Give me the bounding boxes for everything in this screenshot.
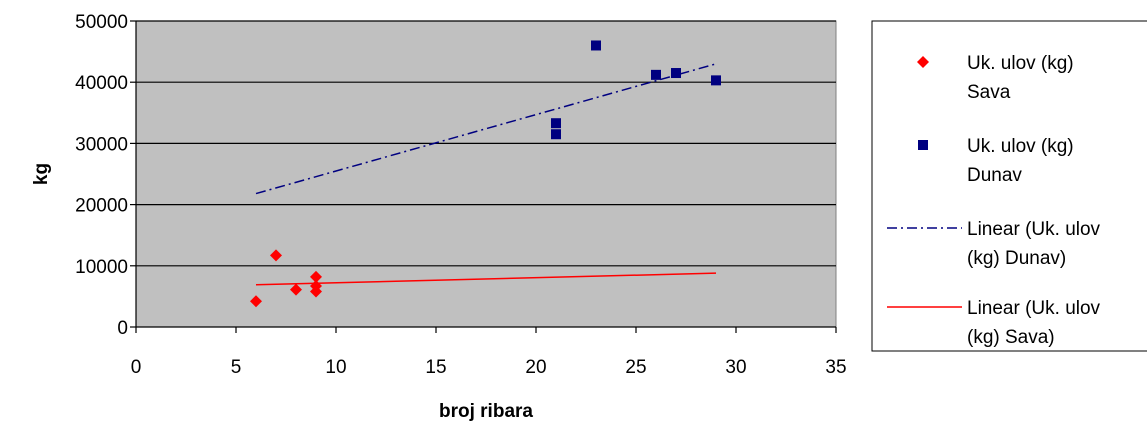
legend: Uk. ulov (kg) Sava Uk. ulov (kg) Dunav Linea… [871, 20, 1147, 352]
legend-box [871, 20, 1147, 352]
data-point [551, 129, 561, 140]
legend-label: Dunav [967, 165, 1022, 186]
legend-label: Uk. ulov (kg) [967, 53, 1074, 74]
x-tick-label: 0 [131, 357, 142, 378]
data-point [310, 270, 322, 283]
legend-label: Uk. ulov (kg) [967, 136, 1074, 157]
y-tick-label: 0 [117, 318, 128, 339]
legend-label: (kg) Dunav) [967, 248, 1066, 269]
x-tick-label: 5 [231, 357, 242, 378]
data-point [711, 75, 721, 86]
y-axis-title: kg [31, 163, 52, 185]
x-ticks: 0 5 10 15 20 25 30 35 [131, 327, 847, 378]
data-point [250, 295, 262, 308]
legend-label: Sava [967, 82, 1011, 103]
axes [135, 21, 836, 328]
y-tick-label: 10000 [75, 257, 128, 278]
x-tick-label: 20 [525, 357, 546, 378]
x-tick-label: 10 [325, 357, 346, 378]
data-point [651, 69, 661, 80]
data-point [310, 279, 322, 292]
legend-label: (kg) Sava) [967, 327, 1055, 348]
trendlines [255, 63, 717, 286]
x-axis-title: broj ribara [439, 401, 533, 422]
data-points [250, 40, 721, 308]
legend-items: Uk. ulov (kg) Sava Uk. ulov (kg) Dunav Linea… [887, 53, 1101, 348]
legend-symbol [917, 56, 929, 68]
x-tick-label: 35 [825, 357, 846, 378]
y-tick-label: 30000 [75, 134, 128, 155]
y-ticks: 0 10000 20000 30000 40000 50000 [75, 12, 136, 339]
y-tick-label: 20000 [75, 196, 128, 217]
legend-symbol [918, 140, 928, 150]
data-point [671, 68, 681, 79]
y-tick-label: 40000 [75, 73, 128, 94]
legend-label: Linear (Uk. ulov [967, 298, 1101, 319]
data-point [591, 40, 601, 51]
legend-label: Linear (Uk. ulov [967, 219, 1101, 240]
data-point [290, 283, 302, 296]
data-point [270, 249, 282, 262]
trendline [255, 272, 717, 286]
plot-area [135, 20, 837, 328]
y-tick-label: 50000 [75, 12, 128, 33]
data-point [551, 118, 561, 129]
x-tick-label: 30 [725, 357, 746, 378]
x-tick-label: 15 [425, 357, 446, 378]
x-tick-label: 25 [625, 357, 646, 378]
